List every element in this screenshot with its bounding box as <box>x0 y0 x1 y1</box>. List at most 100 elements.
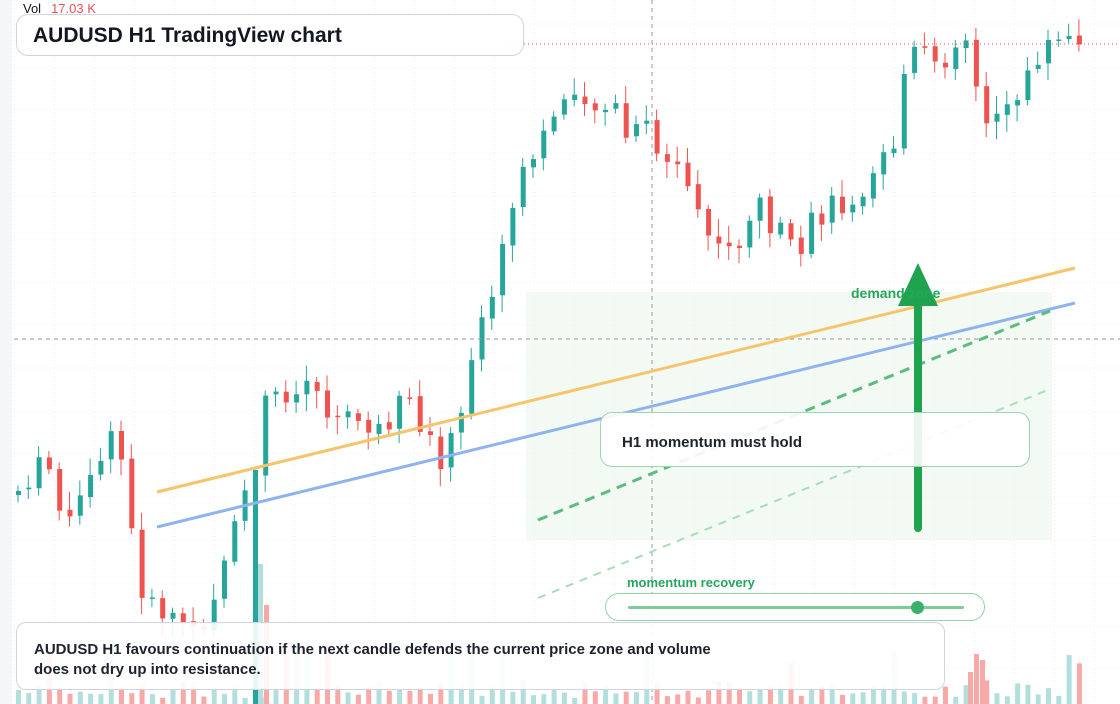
volume-bar <box>603 685 609 704</box>
volume-bar <box>16 690 21 704</box>
volume-bar <box>77 691 83 704</box>
candle <box>654 120 660 154</box>
candle <box>108 431 114 460</box>
candle <box>180 613 186 624</box>
candle <box>1015 100 1021 106</box>
volume-bar <box>881 684 887 704</box>
candle <box>273 391 279 395</box>
volume-bar <box>737 687 742 704</box>
volume-bar <box>180 681 186 704</box>
volume-bar <box>314 688 320 704</box>
volume-bar <box>376 681 382 704</box>
volume-bar <box>634 692 639 704</box>
candle <box>139 529 145 598</box>
candle <box>582 96 588 105</box>
volume-bar <box>561 692 567 704</box>
candle <box>129 458 135 529</box>
volume-bar <box>1056 695 1062 704</box>
candle <box>829 195 835 223</box>
candle <box>263 395 269 476</box>
volume-bar <box>57 688 63 704</box>
volume-bar <box>706 690 712 704</box>
volume-bar <box>139 684 145 704</box>
candle <box>943 62 948 68</box>
volume-bar <box>1066 654 1072 704</box>
candle <box>706 209 712 236</box>
candle <box>767 196 773 234</box>
volume-bar <box>520 680 526 704</box>
candle <box>572 94 578 100</box>
volume-bar <box>26 692 32 704</box>
volume-bar <box>994 693 1000 704</box>
volume-bar <box>1076 663 1082 704</box>
candle <box>603 109 609 113</box>
volume-bar <box>119 689 124 704</box>
candle <box>675 161 681 165</box>
candle <box>283 391 289 403</box>
volume-bar <box>819 686 825 704</box>
volume-bar <box>912 693 918 704</box>
volume-bar <box>386 690 392 704</box>
candle <box>737 245 742 249</box>
candle <box>634 124 639 137</box>
volume-bar <box>1025 684 1031 704</box>
volume-bar <box>870 685 876 704</box>
candle <box>891 148 897 154</box>
candle <box>922 46 928 48</box>
candle <box>304 380 310 395</box>
volume-bar <box>974 654 979 704</box>
volume-bar <box>438 683 444 704</box>
candle <box>46 457 52 470</box>
candle <box>561 99 567 115</box>
volume-bar <box>428 693 433 704</box>
candle <box>67 509 73 517</box>
volume-bar <box>685 690 691 704</box>
candle <box>1066 35 1072 40</box>
volume-bar <box>726 682 732 704</box>
volume-bar <box>201 696 207 704</box>
volume-bar <box>716 681 722 704</box>
volume-label: Vol <box>23 1 42 16</box>
candle <box>664 154 670 162</box>
candle <box>294 394 300 403</box>
candle <box>119 430 124 460</box>
candle <box>36 457 42 489</box>
channel-line-lower[interactable] <box>537 388 1051 599</box>
candle <box>397 395 403 429</box>
slider-track[interactable] <box>628 606 964 609</box>
candle <box>850 204 856 213</box>
volume-bar <box>273 690 279 704</box>
candle <box>1004 104 1010 115</box>
candle <box>325 390 330 418</box>
momentum-slider[interactable] <box>605 593 985 621</box>
candle <box>386 422 392 430</box>
chart-title: AUDUSD H1 TradingView chart <box>33 24 342 47</box>
volume-bar <box>840 694 845 704</box>
volume-bar <box>129 693 135 704</box>
volume-bar <box>1046 688 1051 704</box>
volume-bar <box>984 680 990 704</box>
candle <box>747 220 753 248</box>
candle <box>428 431 433 436</box>
candle <box>355 413 361 421</box>
price-scale-edge <box>0 0 12 704</box>
callout-text: H1 momentum must hold <box>622 434 803 451</box>
candle <box>88 474 94 498</box>
volume-bar <box>36 685 42 704</box>
volume-bar <box>1015 683 1021 704</box>
candle <box>726 242 732 247</box>
volume-bar <box>489 687 495 704</box>
candle <box>860 196 866 207</box>
volume-bar <box>654 683 660 704</box>
analysis-note: AUDUSD H1 favours continuation if the ne… <box>16 622 945 690</box>
candle <box>366 419 372 433</box>
volume-bar <box>572 697 578 704</box>
candle <box>901 73 907 149</box>
candle <box>778 222 784 235</box>
candle <box>232 521 238 562</box>
volume-bar <box>953 696 959 704</box>
slider-thumb[interactable] <box>910 601 924 614</box>
candle <box>1046 39 1051 64</box>
candle <box>417 396 423 432</box>
candle <box>1035 64 1041 69</box>
